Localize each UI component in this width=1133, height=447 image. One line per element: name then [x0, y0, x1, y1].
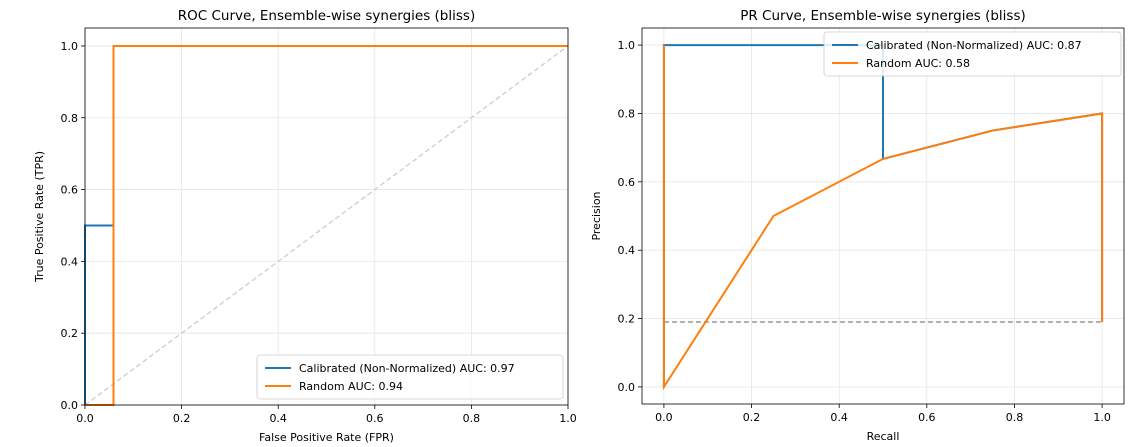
legend-box	[823, 31, 1122, 77]
reference-line	[84, 45, 569, 406]
y-tick-label: 0.2	[618, 313, 636, 326]
x-tick-label: 0.2	[743, 411, 761, 424]
grid	[84, 28, 569, 406]
legend: Calibrated (Non-Normalized) AUC: 0.97 Ran…	[256, 354, 564, 400]
y-axis-label: Precision	[590, 191, 603, 240]
x-tick-label: 0.4	[269, 412, 287, 425]
x-tick-label: 0.2	[173, 412, 191, 425]
y-tick-label: 0.0	[61, 399, 79, 412]
y-tick-label: 1.0	[61, 40, 79, 53]
chart-title: PR Curve, Ensemble-wise synergies (bliss…	[740, 8, 1026, 24]
y-tick-label: 0.4	[618, 244, 636, 257]
y-tick-label: 0.6	[61, 184, 79, 197]
x-axis-label: False Positive Rate (FPR)	[259, 431, 394, 444]
x-tick-label: 0.0	[76, 412, 94, 425]
x-tick-label: 0.4	[830, 411, 848, 424]
x-axis-label: Recall	[867, 430, 900, 443]
roc-chart: 0.0 0.2 0.4 0.6 0.8 1.0 0.0 0.2 0.4 0.6 0.8 1.0 ROC …	[33, 8, 577, 444]
y-tick-label: 0.8	[61, 112, 79, 125]
x-tick-label: 0.8	[1006, 411, 1024, 424]
series-line-2	[662, 45, 1104, 391]
legend-label-1: Calibrated (Non-Normalized) AUC: 0.97	[299, 362, 515, 375]
x-tick-label: 0.8	[463, 412, 481, 425]
y-tick-label: 1.0	[618, 39, 636, 52]
x-tick-label: 0.6	[366, 412, 384, 425]
series-line-1	[662, 44, 1104, 387]
pr-chart: 0.0 0.2 0.4 0.6 0.8 1.0 0.0 0.2 0.4 0.6 0.8 1.0 PR C…	[590, 8, 1125, 443]
y-tick-label: 0.4	[61, 255, 79, 268]
y-tick-label: 0.0	[618, 381, 636, 394]
x-tick-label: 1.0	[1093, 411, 1111, 424]
axes-frame	[641, 27, 1125, 405]
legend-box	[256, 354, 564, 400]
chart-title: ROC Curve, Ensemble-wise synergies (blis…	[178, 8, 475, 24]
y-tick-label: 0.8	[618, 107, 636, 120]
axes-frame	[84, 27, 569, 406]
y-tick-label: 0.2	[61, 327, 79, 340]
x-tick-label: 1.0	[559, 412, 577, 425]
legend-label-2: Random AUC: 0.58	[866, 57, 970, 70]
legend-label-1: Calibrated (Non-Normalized) AUC: 0.87	[866, 39, 1082, 52]
legend: Calibrated (Non-Normalized) AUC: 0.87 Ran…	[823, 31, 1122, 77]
legend-label-2: Random AUC: 0.94	[299, 380, 403, 393]
x-tick-label: 0.6	[918, 411, 936, 424]
x-tick-label: 0.0	[655, 411, 673, 424]
y-axis-label: True Positive Rate (TPR)	[33, 151, 46, 283]
y-tick-label: 0.6	[618, 176, 636, 189]
